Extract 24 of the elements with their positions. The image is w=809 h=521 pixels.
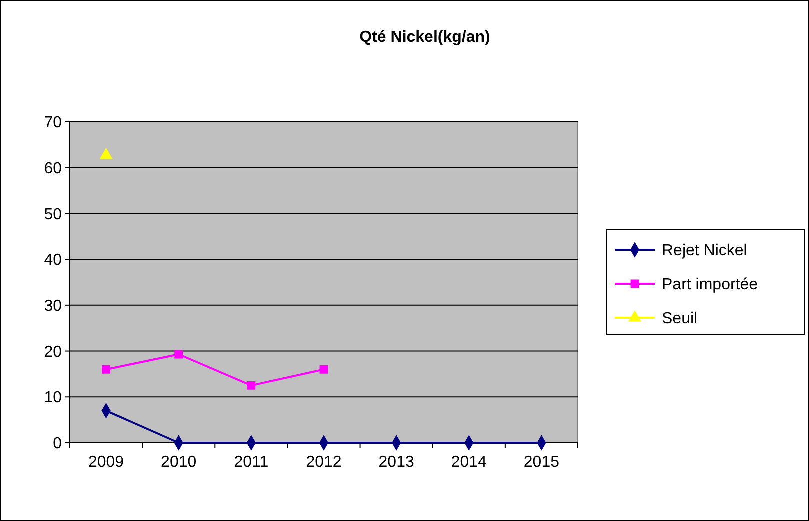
y-tick-label: 50 bbox=[44, 206, 62, 224]
legend-label: Rejet Nickel bbox=[662, 242, 748, 260]
x-tick-label: 2010 bbox=[161, 454, 197, 471]
x-tick-label: 2012 bbox=[306, 454, 342, 471]
point bbox=[247, 381, 256, 390]
y-tick-label: 20 bbox=[44, 344, 62, 361]
point bbox=[102, 365, 110, 374]
x-tick-label: 2015 bbox=[524, 454, 560, 471]
x-tick-label: 2009 bbox=[88, 454, 124, 471]
x-tick-label: 2013 bbox=[378, 454, 414, 471]
y-tick-label: 40 bbox=[44, 252, 62, 270]
y-tick-label: 70 bbox=[44, 114, 62, 132]
x-tick-label: 2011 bbox=[234, 454, 269, 471]
legend-label: Part importée bbox=[662, 276, 758, 294]
legend-label: Seuil bbox=[662, 310, 698, 328]
point bbox=[174, 350, 184, 359]
x-tick-label: 2014 bbox=[451, 454, 488, 471]
y-tick-label: 60 bbox=[44, 160, 62, 178]
point bbox=[100, 148, 112, 160]
point bbox=[320, 365, 328, 374]
chart-title: Qté Nickel(kg/an) bbox=[360, 29, 490, 46]
y-tick-label: 30 bbox=[44, 298, 62, 316]
y-tick-label: 10 bbox=[44, 390, 62, 407]
y-tick-label: 0 bbox=[53, 436, 62, 453]
